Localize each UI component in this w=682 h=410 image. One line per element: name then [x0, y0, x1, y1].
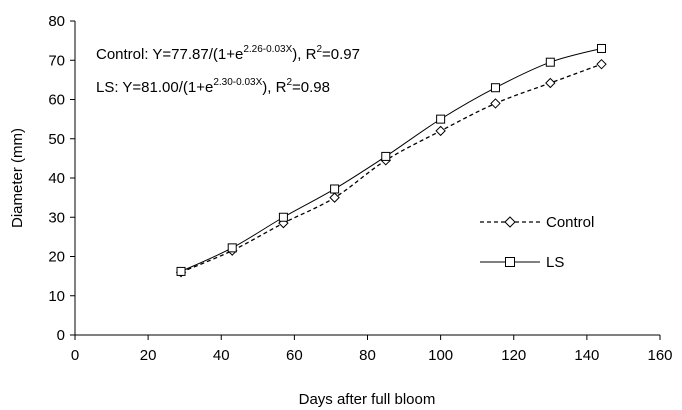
- x-tick-label: 80: [359, 347, 376, 364]
- x-tick-label: 60: [286, 347, 303, 364]
- y-tick-label: 0: [57, 327, 65, 344]
- y-tick-label: 60: [48, 92, 65, 109]
- ls-eq-exponent: 2.30-0.03X: [213, 77, 262, 88]
- control-point: [435, 125, 446, 137]
- control-eq-prefix: Control: Y=77.87/(1+e: [96, 46, 243, 63]
- legend: Control LS: [480, 214, 594, 271]
- ls-eq-r2-exp: 2: [286, 77, 292, 88]
- ls-point: [545, 57, 555, 67]
- ls-point: [176, 266, 186, 276]
- data-markers: [175, 43, 607, 278]
- legend-ls-label: LS: [546, 254, 564, 271]
- x-tick-label: 100: [428, 347, 453, 364]
- legend-entry-ls: LS: [480, 254, 564, 271]
- ls-point: [597, 43, 606, 53]
- ls-eq-prefix: LS: Y=81.00/(1+e: [96, 79, 213, 96]
- ls-equation: LS: Y=81.00/(1+e2.30-0.03X), R2=0.98: [96, 77, 330, 96]
- control-eq-r2-exp: 2: [316, 44, 322, 55]
- ls-point: [490, 83, 500, 93]
- control-equation: Control: Y=77.87/(1+e2.26-0.03X), R2=0.9…: [96, 44, 360, 63]
- y-axis-title: Diameter (mm): [9, 128, 26, 228]
- control-point: [329, 192, 340, 203]
- y-tick-label: 50: [48, 131, 65, 148]
- ls-point: [381, 151, 391, 161]
- ls-point: [330, 184, 340, 194]
- x-axis-ticks: 0 20 40 60 80 100 120 140 160: [71, 335, 673, 364]
- y-axis-ticks: 0 10 20 30 40 50 60 70 80: [48, 13, 75, 344]
- y-tick-label: 20: [48, 249, 65, 266]
- control-eq-suffix: ), R: [292, 46, 316, 63]
- legend-ls-marker: [505, 257, 515, 267]
- x-axis-title: Days after full bloom: [299, 391, 436, 408]
- legend-entry-control: Control: [480, 214, 594, 231]
- legend-control-label: Control: [546, 214, 594, 231]
- x-tick-label: 40: [213, 347, 230, 364]
- control-point: [596, 58, 607, 70]
- x-tick-label: 20: [140, 347, 157, 364]
- ls-eq-suffix: ), R: [262, 79, 286, 96]
- ls-point: [227, 243, 237, 253]
- ls-eq-r2-value: =0.98: [292, 79, 330, 96]
- x-tick-label: 120: [501, 347, 526, 364]
- control-eq-exponent: 2.26-0.03X: [243, 44, 292, 55]
- y-tick-label: 70: [48, 52, 65, 69]
- ls-point: [278, 212, 288, 222]
- x-tick-label: 160: [647, 347, 672, 364]
- x-tick-label: 0: [71, 347, 79, 364]
- legend-control-marker: [504, 216, 516, 228]
- control-point: [545, 77, 556, 89]
- y-tick-label: 40: [48, 170, 65, 187]
- y-tick-label: 80: [48, 13, 65, 30]
- control-point: [490, 98, 501, 109]
- y-tick-label: 30: [48, 209, 65, 226]
- y-tick-label: 10: [48, 288, 65, 305]
- x-tick-label: 140: [574, 347, 599, 364]
- control-eq-r2-value: =0.97: [322, 46, 360, 63]
- ls-point: [436, 114, 446, 124]
